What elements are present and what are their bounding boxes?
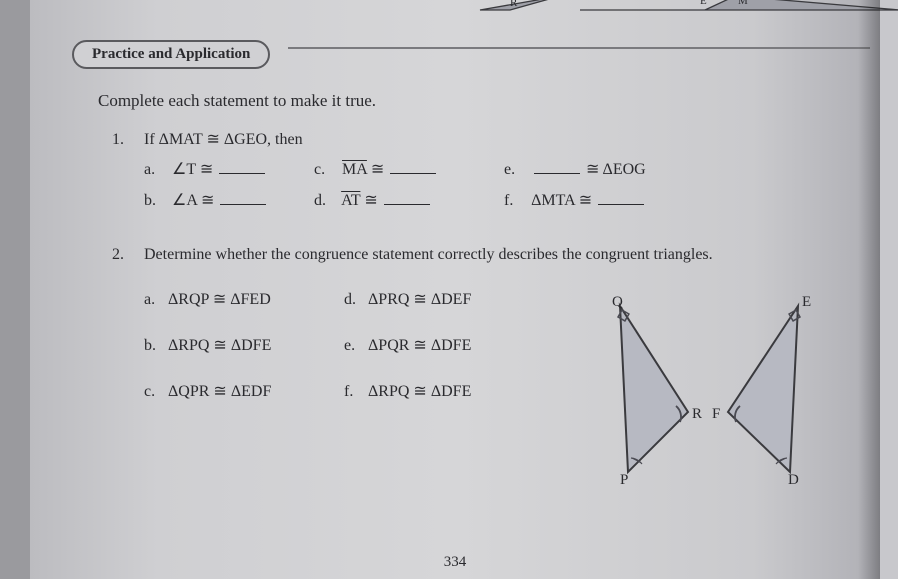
segment-MA: MA <box>342 161 367 178</box>
answer-blank[interactable] <box>534 158 580 174</box>
question-number: 1. <box>112 125 144 216</box>
part-label: d. <box>344 285 368 315</box>
answer-blank[interactable] <box>220 189 266 205</box>
q2e: ΔPQR ≅ ΔDFE <box>368 337 471 354</box>
vertex-R: R <box>692 406 702 422</box>
part-label: e. <box>504 155 528 185</box>
vertex-F: F <box>712 406 720 422</box>
question-1: 1. If ΔMAT ≅ ΔGEO, then a. ∠T ≅ c. MA ≅ … <box>112 125 838 216</box>
question-number: 2. <box>112 240 144 424</box>
q2-stem: Determine whether the congruence stateme… <box>144 240 838 270</box>
q1f-text: ΔMTA ≅ <box>531 192 592 209</box>
top-triangles-fragment: R E M <box>460 0 898 16</box>
question-2: 2. Determine whether the congruence stat… <box>112 240 838 424</box>
part-label: c. <box>144 377 168 407</box>
q2f: ΔRPQ ≅ ΔDFE <box>368 383 471 400</box>
part-label: a. <box>144 155 168 185</box>
part-label: e. <box>344 331 368 361</box>
section-title-badge: Practice and Application <box>72 40 270 69</box>
q1-stem: If ΔMAT ≅ ΔGEO, then <box>144 125 838 155</box>
part-label: c. <box>314 155 338 185</box>
answer-blank[interactable] <box>384 189 430 205</box>
vertex-P: P <box>620 472 628 484</box>
page: R E M Practice and Application Complete … <box>30 0 880 579</box>
page-gutter <box>0 0 30 579</box>
answer-blank[interactable] <box>390 158 436 174</box>
vertex-E: E <box>802 294 811 310</box>
part-label: f. <box>344 377 368 407</box>
page-edge-shadow <box>858 0 880 579</box>
vertex-label-E: E <box>700 0 707 7</box>
section-rule <box>288 47 870 49</box>
vertex-Q: Q <box>612 294 623 310</box>
part-label: d. <box>314 186 338 216</box>
q2c: ΔQPR ≅ ΔEDF <box>168 383 271 400</box>
q2a: ΔRQP ≅ ΔFED <box>168 291 271 308</box>
page-number: 334 <box>444 554 467 571</box>
answer-blank[interactable] <box>219 158 265 174</box>
q2d: ΔPRQ ≅ ΔDEF <box>368 291 471 308</box>
q1a-text: ∠T ≅ <box>172 161 213 178</box>
q1e-text: ≅ ΔEOG <box>586 161 646 178</box>
part-label: a. <box>144 285 168 315</box>
q2b: ΔRPQ ≅ ΔDFE <box>168 337 271 354</box>
vertex-D: D <box>788 472 799 484</box>
part-label: f. <box>504 186 528 216</box>
q1b-text: ∠A ≅ <box>172 192 214 209</box>
vertex-label-M: M <box>738 0 748 7</box>
answer-blank[interactable] <box>598 189 644 205</box>
congruent-triangles-figure: Q R P E F D <box>598 294 818 484</box>
vertex-label-R: R <box>510 0 518 9</box>
instruction-text: Complete each statement to make it true. <box>98 91 838 111</box>
part-label: b. <box>144 186 168 216</box>
segment-AT: AT <box>341 192 360 209</box>
part-label: b. <box>144 331 168 361</box>
